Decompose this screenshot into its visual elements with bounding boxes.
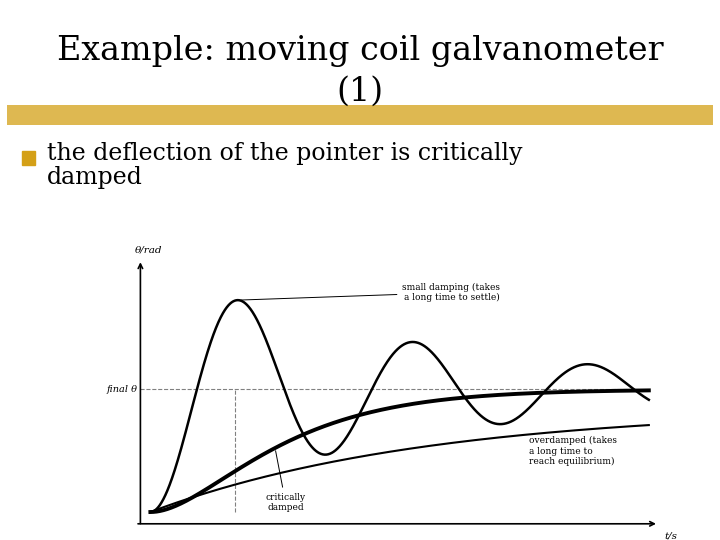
Text: damped: damped [47, 166, 143, 188]
Bar [22, 151, 35, 165]
Text: final θ: final θ [107, 385, 138, 394]
Bar [7, 105, 713, 125]
Text: θ/rad: θ/rad [135, 245, 163, 254]
Text: t/s: t/s [664, 531, 677, 540]
Text: small damping (takes
a long time to settle): small damping (takes a long time to sett… [240, 283, 500, 302]
Text: overdamped (takes
a long time to
reach equilibrium): overdamped (takes a long time to reach e… [529, 430, 617, 466]
Text: (1): (1) [336, 76, 384, 108]
Text: Example: moving coil galvanometer: Example: moving coil galvanometer [57, 35, 663, 68]
Text: critically
damped: critically damped [266, 451, 305, 512]
Text: the deflection of the pointer is critically: the deflection of the pointer is critica… [47, 143, 522, 165]
